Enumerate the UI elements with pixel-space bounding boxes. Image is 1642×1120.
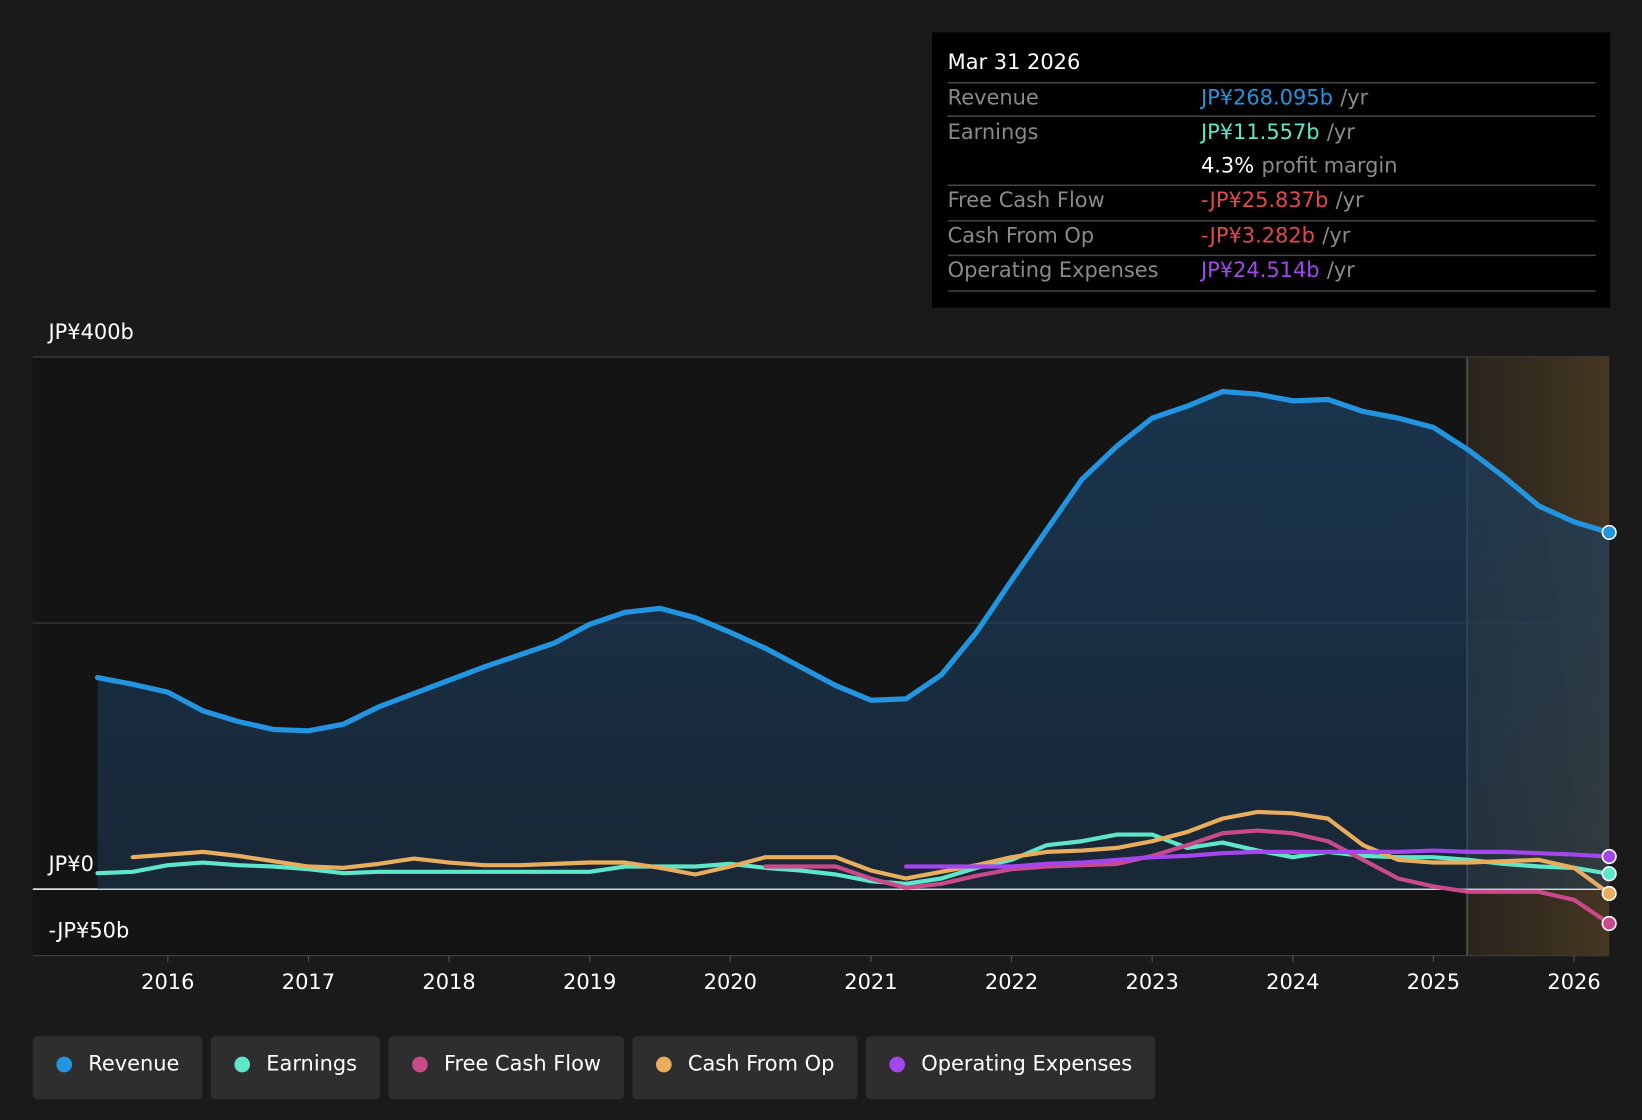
legend-label: Operating Expenses (921, 1052, 1132, 1076)
tooltip-title: Mar 31 2026 (948, 50, 1081, 74)
legend-box (210, 1036, 381, 1100)
y-tick-label: JP¥400b (47, 320, 134, 344)
tooltip-unit: /yr (1336, 188, 1364, 212)
tooltip-unit: /yr (1340, 85, 1368, 109)
end-point (1601, 848, 1617, 865)
legend-box (632, 1036, 858, 1100)
margin-label: profit margin (1261, 153, 1397, 177)
tooltip-label: Earnings (948, 120, 1039, 144)
tooltip-unit: /yr (1327, 258, 1355, 282)
legend-swatch (412, 1056, 428, 1073)
tooltip-unit: /yr (1322, 224, 1350, 248)
legend-item[interactable]: Cash From Op (632, 1036, 858, 1100)
legend-swatch (56, 1056, 73, 1073)
tooltip-value: JP¥268.095b (1199, 85, 1333, 109)
legend-item[interactable]: Revenue (32, 1036, 203, 1100)
legend-item[interactable]: Free Cash Flow (388, 1036, 625, 1100)
legend-item[interactable]: Operating Expenses (865, 1036, 1156, 1100)
tooltip: Mar 31 2026 Revenue JP¥268.095b/yr Earning… (931, 32, 1611, 308)
x-tick-label: 2018 (422, 970, 475, 994)
x-tick-label: 2025 (1407, 970, 1460, 994)
x-tick-label: 2024 (1266, 970, 1319, 994)
x-tick-label: 2026 (1547, 970, 1600, 994)
tooltip-label: Revenue (948, 85, 1039, 109)
tooltip-label: Cash From Op (948, 224, 1094, 248)
legend-box (388, 1036, 625, 1100)
legend-label: Revenue (88, 1052, 179, 1076)
legend: Revenue Earnings Free Cash Flow Cash From O… (32, 1036, 1156, 1100)
end-point (1601, 915, 1617, 932)
tooltip-label: Operating Expenses (948, 258, 1159, 282)
x-tick-label: 2020 (704, 970, 757, 994)
legend-box (32, 1036, 203, 1100)
legend-swatch (889, 1056, 906, 1073)
series-line (903, 848, 1612, 869)
tooltip-box (931, 32, 1611, 308)
legend-item[interactable]: Earnings (210, 1036, 381, 1100)
x-tick-label: 2023 (1126, 970, 1179, 994)
series-line (763, 828, 1612, 926)
end-point (1601, 866, 1617, 882)
y-tick-label: -JP¥50b (49, 919, 130, 943)
tooltip-value: JP¥11.557b (1199, 120, 1320, 144)
legend-swatch (234, 1056, 251, 1073)
tooltip-value: -JP¥25.837b (1201, 188, 1328, 212)
x-tick-label: 2016 (141, 970, 194, 994)
series-line (130, 809, 1612, 896)
y-tick-label: JP¥0 (47, 852, 94, 876)
x-tick-label: 2022 (985, 970, 1038, 994)
tooltip-label: Free Cash Flow (948, 188, 1105, 212)
tooltip-unit: /yr (1327, 120, 1355, 144)
legend-label: Earnings (266, 1052, 357, 1076)
end-point (1601, 885, 1617, 902)
tooltip-value: -JP¥3.282b (1201, 224, 1315, 248)
legend-label: Cash From Op (688, 1052, 834, 1076)
tooltip-value: JP¥24.514b (1199, 258, 1320, 282)
legend-swatch (655, 1056, 672, 1073)
plot-area: -JP¥50b JP¥0 JP¥400b 2016 2017 2018 2019 2020 20… (32, 320, 1617, 994)
margin-value: 4.3% (1201, 153, 1254, 177)
x-tick-label: 2019 (563, 970, 616, 994)
x-tick-label: 2017 (282, 970, 335, 994)
legend-label: Free Cash Flow (444, 1052, 601, 1076)
end-point (1601, 524, 1617, 541)
revenue-area (97, 391, 1610, 890)
series-line (94, 388, 1612, 734)
x-tick-label: 2021 (844, 970, 897, 994)
legend-box (865, 1036, 1156, 1100)
